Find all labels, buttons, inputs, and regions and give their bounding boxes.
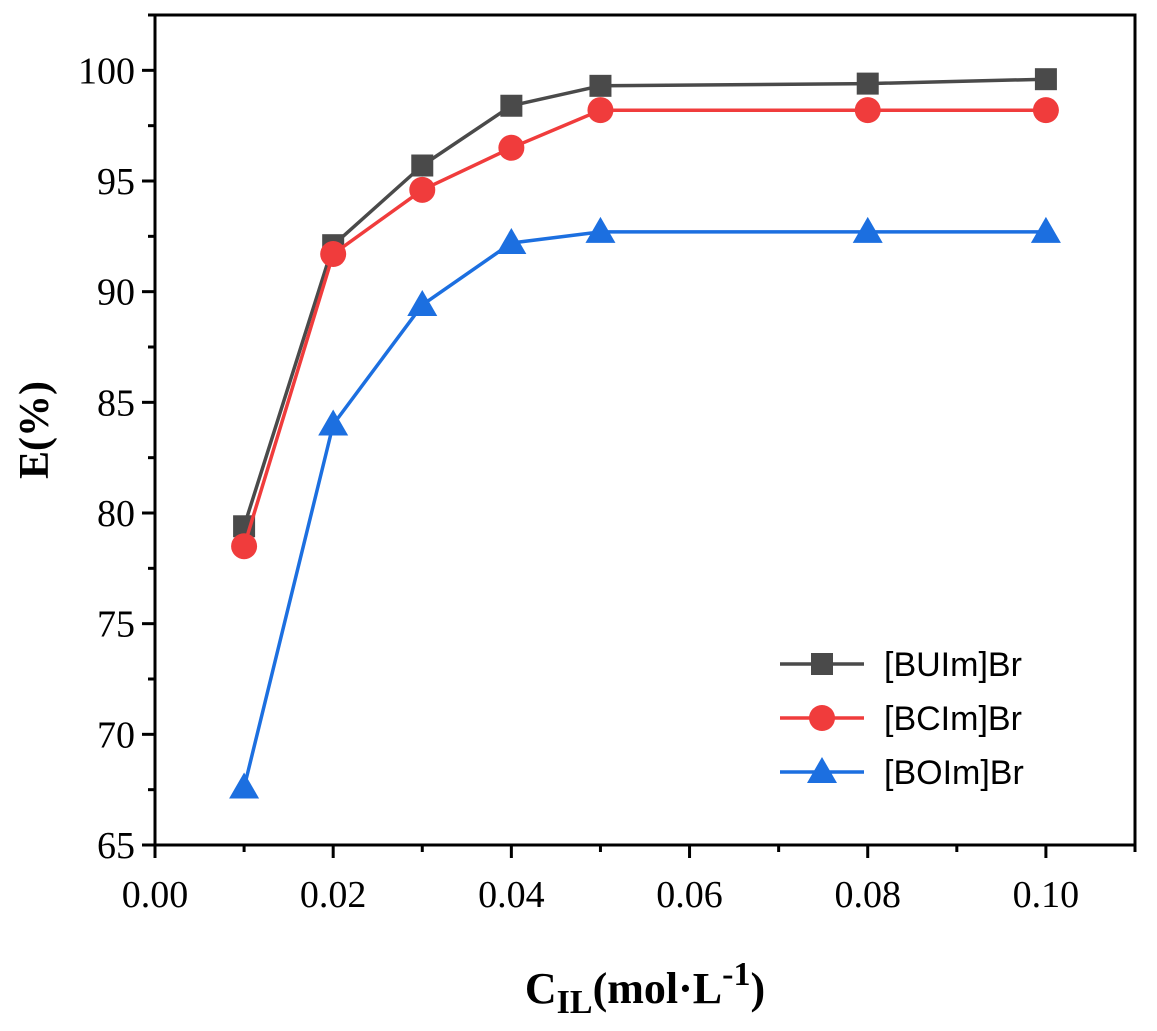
legend-label: [BOIm]Br [884,754,1024,792]
data-point [318,409,349,436]
data-point [411,154,434,177]
legend-label: [BCIm]Br [884,700,1022,738]
y-tick-label: 100 [78,50,135,92]
y-tick-label: 90 [97,272,135,314]
series-triangle [229,216,1061,799]
data-point [496,227,527,254]
x-tick-label: 0.10 [1013,874,1080,916]
data-point [409,176,436,203]
series-line [242,108,1046,547]
legend-item: [BUIm]Br [780,646,1022,684]
y-tick-label: 85 [97,382,135,424]
data-point [852,216,883,243]
data-point [320,241,347,268]
x-axis-title-superscript: -1 [722,956,750,993]
x-tick-label: 0.08 [834,874,901,916]
x-tick-label: 0.00 [122,874,189,916]
x-axis-title: CIL(mol·L-1) [525,956,765,1021]
data-point [500,94,523,117]
legend-marker [811,653,833,675]
legend-marker [807,757,837,783]
data-point [1034,68,1057,91]
data-point [231,533,258,560]
plot-frame [153,13,1137,847]
data-point [229,772,260,799]
y-tick-label: 75 [97,604,135,646]
x-tick-label: 0.06 [656,874,723,916]
data-point [1032,97,1059,124]
legend-label: [BUIm]Br [884,646,1022,684]
legend-marker [809,705,835,731]
x-axis-title-subscript: IL [557,984,593,1021]
legend-item: [BOIm]Br [780,754,1024,792]
x-tick-label: 0.04 [478,874,545,916]
data-point [1030,216,1061,243]
x-axis-title-units: (mol·L [593,964,723,1013]
data-point [407,289,438,316]
x-tick-label: 0.02 [300,874,367,916]
series-layer [229,68,1061,799]
x-axis-title-close: ) [750,964,765,1013]
y-tick-label: 65 [97,825,135,867]
ticks: 0.00 0.02 0.04 0.06 0.08 0.10 65 70 75 80 85 90 95 10… [78,13,1137,916]
y-axis-title: E(%) [12,381,58,479]
data-point [585,216,616,243]
y-tick-label: 95 [97,161,135,203]
legend: [BUIm]Br [BCIm]Br [BOIm]Br [780,646,1024,792]
series-circle [231,97,1059,560]
data-point [856,72,879,95]
x-axis-title-main: C [525,964,557,1013]
series-line [242,77,1046,527]
y-tick-label: 80 [97,493,135,535]
y-tick-label: 70 [97,714,135,756]
series-square [233,68,1057,538]
data-point [589,74,612,97]
legend-item: [BCIm]Br [780,700,1022,738]
data-point [498,134,525,161]
data-point [854,97,881,124]
data-point [587,97,614,124]
